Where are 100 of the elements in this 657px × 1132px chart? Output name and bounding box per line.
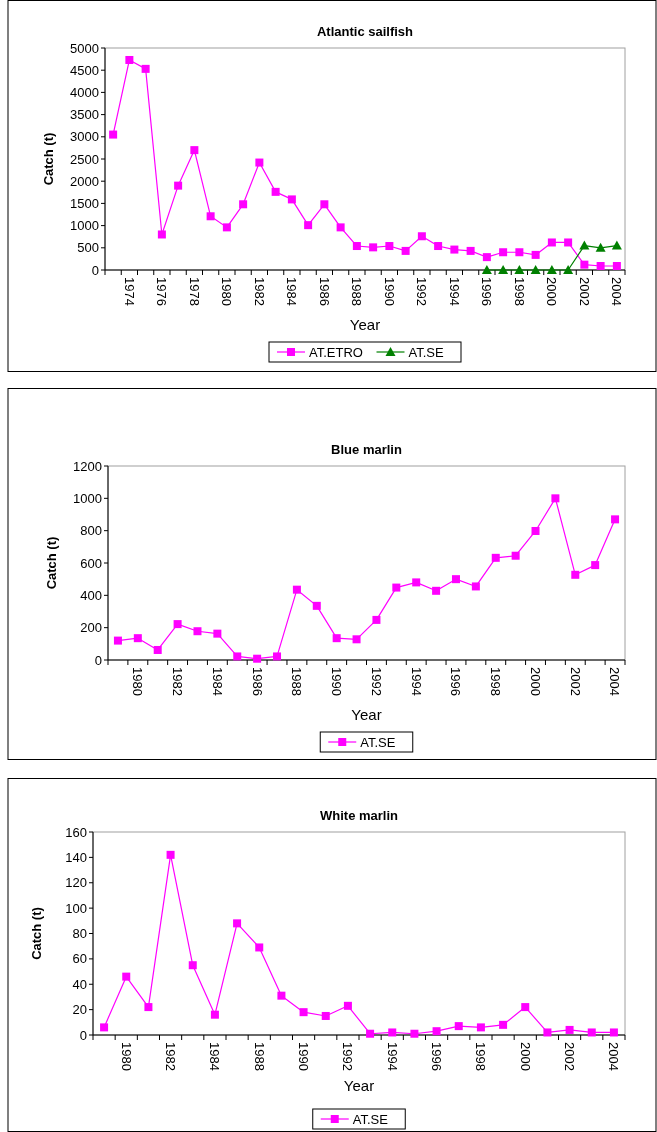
point	[612, 262, 621, 270]
point	[287, 195, 296, 204]
point	[466, 246, 475, 255]
point	[530, 265, 541, 274]
point	[511, 551, 520, 560]
point	[122, 972, 131, 981]
y-tick-label: 1500	[70, 195, 99, 211]
point	[239, 200, 248, 209]
y-tick-label: 4500	[70, 62, 99, 78]
point	[320, 200, 329, 209]
point	[153, 645, 162, 654]
point	[304, 221, 313, 230]
point	[233, 652, 242, 661]
chart-title: Atlantic sailfish	[316, 24, 414, 39]
point	[596, 262, 605, 270]
point	[273, 652, 282, 661]
point	[491, 553, 500, 562]
x-tick-label: 1980	[130, 667, 146, 696]
point	[471, 582, 480, 591]
point	[372, 615, 381, 624]
point	[100, 1023, 109, 1032]
x-tick-label: 2002	[567, 667, 583, 696]
x-tick-label: 1984	[284, 277, 300, 306]
x-tick-label: 1990	[296, 1042, 312, 1071]
y-axis-title: Catch (t)	[29, 907, 44, 960]
y-tick-label: 60	[72, 951, 87, 967]
point	[531, 250, 540, 259]
y-tick-label: 160	[65, 824, 87, 840]
point	[213, 629, 222, 638]
x-tick-label: 1992	[340, 1042, 356, 1071]
point	[222, 223, 231, 232]
y-tick-label: 3500	[70, 107, 99, 123]
point	[332, 634, 341, 643]
point	[369, 243, 378, 252]
y-tick-label: 4000	[70, 84, 99, 100]
x-tick-label: 1988	[251, 1042, 267, 1071]
x-tick-label: 1988	[349, 277, 365, 306]
point	[292, 585, 301, 594]
y-tick-label: 140	[65, 849, 87, 865]
x-tick-label: 1992	[368, 667, 384, 696]
x-tick-label: 2000	[517, 1042, 533, 1071]
x-tick-label: 1976	[154, 277, 170, 306]
y-tick-label: 2500	[70, 151, 99, 167]
x-tick-label: 1980	[219, 277, 235, 306]
y-tick-label: 5000	[70, 40, 99, 56]
point	[255, 158, 264, 167]
point	[352, 635, 361, 644]
point	[432, 586, 441, 595]
point	[546, 265, 557, 274]
point	[385, 242, 394, 251]
point	[611, 240, 622, 250]
point	[579, 240, 590, 250]
point	[255, 943, 264, 952]
point	[499, 248, 508, 257]
point	[565, 1025, 574, 1034]
x-tick-label: 1974	[121, 277, 137, 306]
x-tick-label: 1986	[316, 277, 332, 306]
x-tick-label: 1994	[446, 277, 462, 306]
point	[388, 1028, 397, 1037]
point	[521, 1003, 530, 1012]
point	[109, 130, 118, 139]
point	[551, 494, 560, 503]
x-tick-label: 2004	[606, 1042, 622, 1071]
point	[125, 55, 134, 64]
point	[580, 260, 589, 269]
point	[531, 526, 540, 535]
point	[312, 601, 321, 610]
point	[564, 238, 573, 247]
x-tick-label: 1998	[511, 277, 527, 306]
y-tick-label: 1000	[73, 490, 102, 506]
point	[482, 253, 491, 262]
x-tick-label: 1984	[209, 667, 225, 696]
x-tick-label: 2002	[576, 277, 592, 306]
point	[591, 561, 600, 570]
y-tick-label: 800	[80, 523, 102, 539]
point	[609, 1028, 618, 1037]
x-tick-label: 2000	[527, 667, 543, 696]
point	[417, 232, 426, 241]
y-tick-label: 200	[80, 620, 102, 636]
x-tick-label: 1996	[429, 1042, 445, 1071]
x-axis-title: Year	[343, 1077, 375, 1094]
point	[141, 64, 150, 73]
point	[299, 1008, 308, 1017]
point	[233, 919, 242, 928]
x-tick-label: 1992	[414, 277, 430, 306]
point	[190, 146, 199, 155]
point	[113, 636, 122, 645]
y-tick-label: 500	[77, 240, 99, 256]
point	[611, 515, 620, 524]
point	[401, 246, 410, 255]
point	[277, 991, 286, 1000]
y-tick-label: 100	[65, 900, 87, 916]
point	[498, 265, 509, 274]
y-tick-label: 1000	[70, 218, 99, 234]
y-tick-label: 20	[72, 1002, 87, 1018]
point	[392, 583, 401, 592]
point	[321, 1011, 330, 1020]
point	[476, 1023, 485, 1032]
point	[499, 1020, 508, 1029]
y-tick-label: 2000	[70, 173, 99, 189]
